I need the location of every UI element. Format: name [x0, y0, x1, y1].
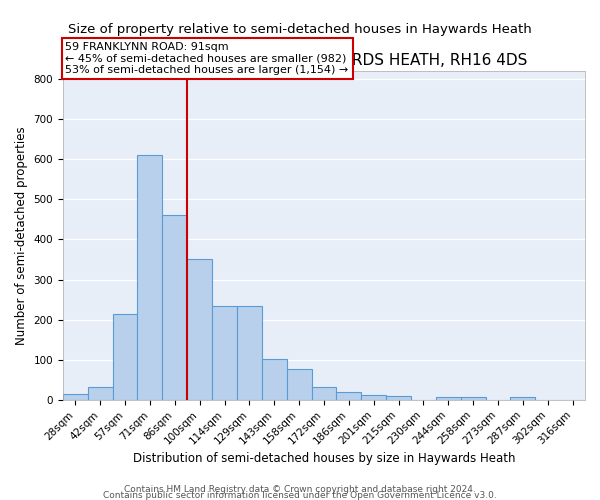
Bar	[187, 260, 212, 400]
Bar	[137, 155, 163, 400]
Bar	[163, 216, 187, 400]
Bar	[337, 392, 361, 400]
Bar	[386, 396, 411, 400]
Text: 59 FRANKLYNN ROAD: 91sqm
← 45% of semi-detached houses are smaller (982)
53% of : 59 FRANKLYNN ROAD: 91sqm ← 45% of semi-d…	[65, 42, 349, 75]
Bar	[511, 396, 535, 400]
Text: Contains HM Land Registry data © Crown copyright and database right 2024.: Contains HM Land Registry data © Crown c…	[124, 484, 476, 494]
Bar	[113, 314, 137, 400]
Text: Contains public sector information licensed under the Open Government Licence v3: Contains public sector information licen…	[103, 490, 497, 500]
Bar	[436, 397, 461, 400]
Text: Size of property relative to semi-detached houses in Haywards Heath: Size of property relative to semi-detach…	[68, 22, 532, 36]
Bar	[262, 358, 287, 400]
Bar	[461, 398, 485, 400]
Y-axis label: Number of semi-detached properties: Number of semi-detached properties	[15, 126, 28, 344]
Title: 59, FRANKLYNN ROAD, HAYWARDS HEATH, RH16 4DS: 59, FRANKLYNN ROAD, HAYWARDS HEATH, RH16…	[120, 54, 527, 68]
X-axis label: Distribution of semi-detached houses by size in Haywards Heath: Distribution of semi-detached houses by …	[133, 452, 515, 465]
Bar	[88, 386, 113, 400]
Bar	[361, 394, 386, 400]
Bar	[287, 369, 311, 400]
Bar	[212, 306, 237, 400]
Bar	[237, 306, 262, 400]
Bar	[311, 387, 337, 400]
Bar	[63, 394, 88, 400]
